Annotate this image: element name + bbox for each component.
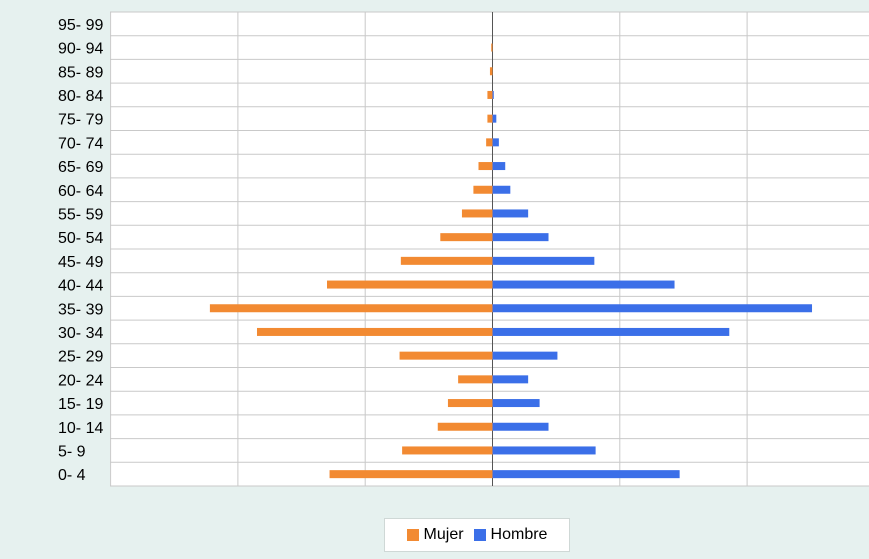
bar-mujer (327, 280, 493, 289)
y-tick-label: 90- 94 (58, 41, 103, 58)
bar-mujer (329, 470, 493, 479)
y-tick-label: 5- 9 (58, 443, 86, 460)
bar-mujer (486, 138, 493, 147)
bar-mujer (447, 399, 493, 408)
y-tick-label: 45- 49 (58, 254, 103, 271)
legend-label-mujer: Mujer (423, 526, 464, 543)
legend-item-mujer: Mujer (406, 526, 464, 544)
bar-mujer (402, 446, 493, 455)
bar-hombre (492, 233, 549, 242)
y-tick-label: 60- 64 (58, 183, 103, 200)
y-tick-label: 20- 24 (58, 372, 103, 389)
legend-swatch-hombre (473, 529, 486, 541)
bar-hombre (492, 304, 813, 313)
legend-label-hombre: Hombre (490, 526, 548, 543)
bar-mujer (461, 209, 493, 218)
bar-hombre (492, 470, 680, 479)
y-tick-label: 10- 14 (58, 420, 103, 437)
y-tick-label: 70- 74 (58, 135, 103, 152)
bar-mujer (473, 185, 493, 194)
bar-mujer (487, 114, 493, 123)
bar-hombre (492, 138, 499, 147)
bar-mujer (489, 67, 493, 76)
bar-mujer (400, 256, 493, 265)
y-tick-label: 65- 69 (58, 159, 103, 176)
bar-hombre (492, 422, 549, 431)
y-tick-label: 50- 54 (58, 230, 103, 247)
bar-hombre (492, 399, 540, 408)
bar-mujer (437, 422, 493, 431)
bar-mujer (440, 233, 493, 242)
y-tick-label: 95- 99 (58, 17, 103, 34)
bar-mujer (487, 90, 493, 99)
bar-mujer (209, 304, 493, 313)
y-tick-label: 55- 59 (58, 206, 103, 223)
legend: Mujer Hombre (384, 518, 570, 552)
bar-mujer (256, 327, 493, 336)
y-tick-label: 25- 29 (58, 349, 103, 366)
bar-hombre (492, 280, 675, 289)
y-tick-label: 80- 84 (58, 88, 103, 105)
bar-hombre (492, 256, 595, 265)
bar-hombre (492, 209, 529, 218)
bar-hombre (492, 446, 596, 455)
bar-hombre (492, 375, 529, 384)
bar-mujer (478, 162, 493, 171)
bar-mujer (399, 351, 493, 360)
bar-hombre (492, 162, 506, 171)
y-tick-label: 85- 89 (58, 64, 103, 81)
y-tick-label: 40- 44 (58, 278, 103, 295)
bar-hombre (492, 185, 511, 194)
y-tick-label: 35- 39 (58, 301, 103, 318)
bar-hombre (492, 90, 494, 99)
bar-hombre (492, 327, 730, 336)
legend-item-hombre: Hombre (473, 526, 548, 544)
y-tick-label: 0- 4 (58, 467, 86, 484)
y-tick-label: 15- 19 (58, 396, 103, 413)
bar-hombre (492, 114, 497, 123)
bar-mujer (491, 43, 493, 52)
y-tick-label: 75- 79 (58, 112, 103, 129)
legend-swatch-mujer (406, 529, 419, 541)
bar-mujer (458, 375, 493, 384)
y-tick-label: 30- 34 (58, 325, 103, 342)
bar-hombre (492, 351, 558, 360)
